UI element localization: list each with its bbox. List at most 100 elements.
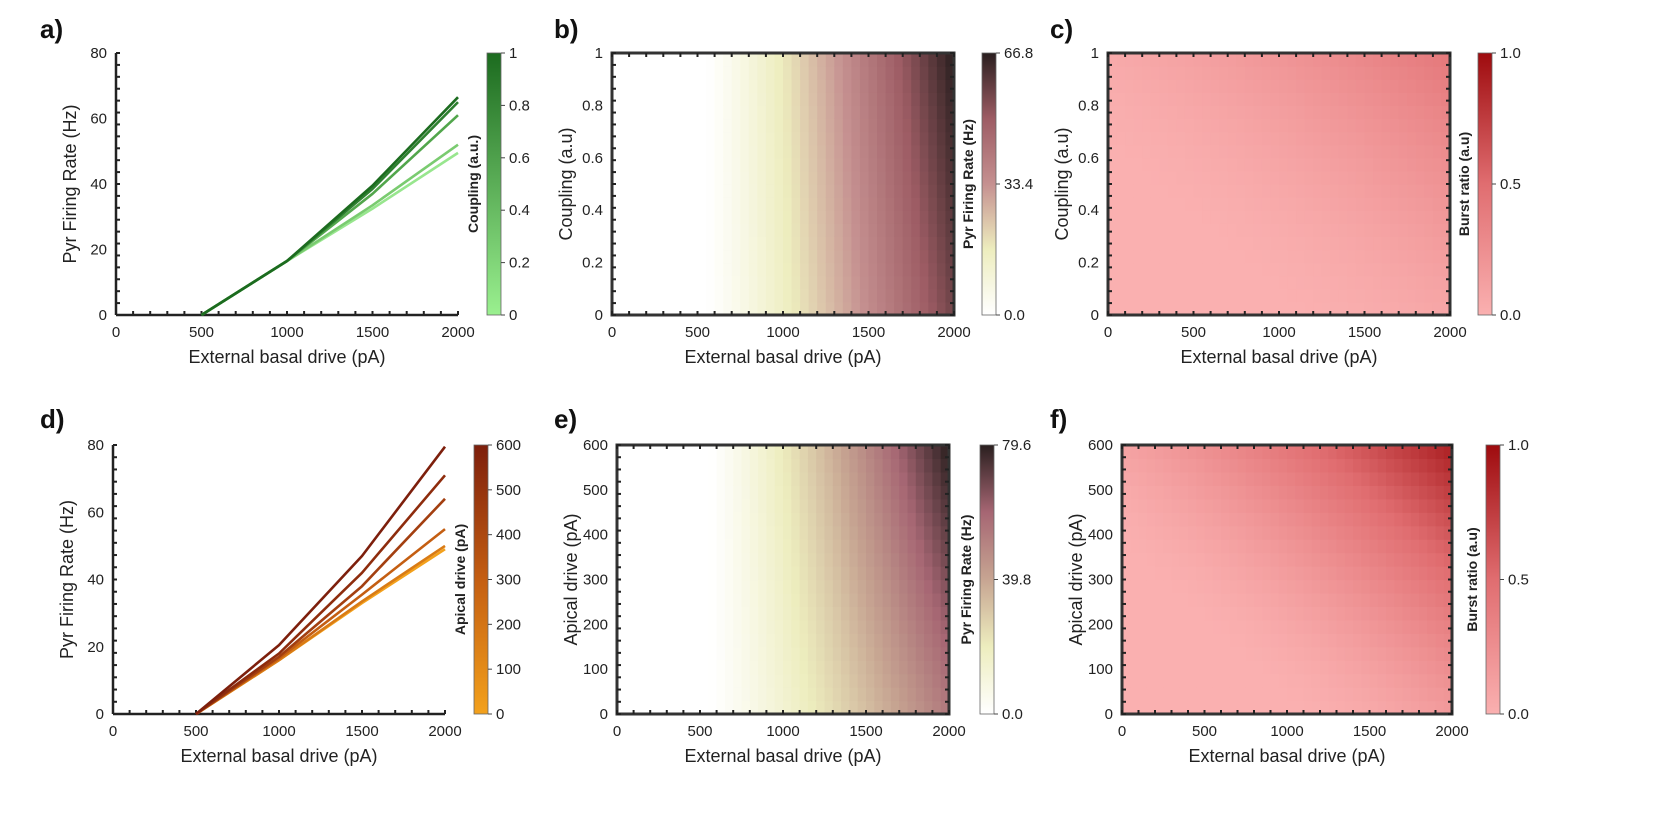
heatmap-cell — [1237, 471, 1247, 486]
heatmap-cell — [1270, 301, 1280, 316]
heatmap-cell — [1236, 105, 1246, 120]
heatmap-cell — [791, 210, 801, 224]
heatmap-cell — [1167, 53, 1177, 67]
heatmap-cell — [808, 157, 818, 172]
heatmap-cell — [675, 471, 684, 486]
heatmap-cell — [680, 223, 690, 237]
heatmap-cell — [675, 619, 684, 634]
heatmap-cell — [1353, 471, 1362, 486]
heatmap-cell — [1330, 236, 1340, 251]
heatmap-cell — [1244, 236, 1254, 251]
heatmap-cell — [633, 592, 643, 607]
heatmap-cell — [911, 118, 921, 133]
y-tick-label: 1 — [595, 45, 603, 62]
heatmap-cell — [1344, 633, 1354, 648]
heatmap-cell — [849, 579, 859, 594]
heatmap-cell — [1253, 170, 1263, 185]
heatmap-cell — [817, 66, 827, 80]
heatmap-cell — [1295, 673, 1305, 688]
heatmap-cell — [1328, 660, 1338, 675]
heatmap-cell — [740, 262, 750, 277]
heatmap-cell — [1125, 105, 1135, 120]
heatmap-cell — [1338, 223, 1348, 237]
heatmap-cell — [1133, 53, 1143, 67]
heatmap-cell — [807, 579, 817, 594]
heatmap-cell — [1245, 539, 1255, 554]
heatmap-cell — [1336, 619, 1346, 634]
heatmap-cell — [832, 498, 842, 513]
heatmap-cell — [658, 646, 668, 661]
heatmap-cell — [1435, 539, 1445, 554]
heatmap-cell — [1361, 579, 1371, 594]
heatmap-cell — [1381, 92, 1391, 106]
heatmap-cell — [633, 512, 643, 527]
heatmap-cell — [1296, 236, 1306, 251]
heatmap-cell — [650, 687, 660, 702]
heatmap-cell — [849, 471, 859, 486]
heatmap-cell — [866, 485, 875, 500]
heatmap-cell — [841, 633, 850, 648]
heatmap-cell — [1122, 498, 1131, 513]
heatmap-cell — [1116, 301, 1126, 316]
heatmap-cell — [629, 53, 639, 67]
heatmap-cell — [899, 525, 909, 540]
heatmap-cell — [700, 566, 709, 581]
heatmap-cell — [936, 118, 947, 133]
heatmap-cell — [1427, 619, 1437, 634]
heatmap-cell — [791, 458, 801, 473]
heatmap-cell — [907, 539, 917, 554]
heatmap-cell — [766, 646, 776, 661]
heatmap-cell — [646, 184, 656, 198]
heatmap-cell — [650, 552, 660, 567]
heatmap-cell — [885, 236, 895, 251]
heatmap-cell — [658, 619, 668, 634]
heatmap-cell — [637, 197, 647, 211]
heatmap-cell — [1146, 566, 1156, 581]
heatmap-cell — [936, 92, 947, 106]
heatmap-cell — [915, 646, 925, 661]
heatmap-cell — [791, 633, 801, 648]
heatmap-cell — [663, 262, 673, 277]
heatmap-cell — [866, 525, 875, 540]
heatmap-cell — [1338, 249, 1348, 264]
heatmap-cell — [1410, 592, 1420, 607]
heatmap-cell — [1163, 633, 1173, 648]
heatmap-cell — [1443, 471, 1453, 486]
heatmap-cell — [766, 498, 776, 513]
heatmap-cell — [874, 485, 884, 500]
heatmap-cell — [882, 700, 892, 715]
heatmap-cell — [932, 445, 942, 460]
heatmap-cell — [1424, 184, 1434, 198]
heatmap-cell — [1435, 471, 1445, 486]
heatmap-cell — [940, 700, 950, 715]
heatmap-cell — [740, 92, 750, 106]
heatmap-cell — [683, 566, 693, 581]
heatmap-cell — [1381, 184, 1391, 198]
heatmap-cell — [620, 144, 630, 159]
heatmap-cell — [1253, 144, 1263, 159]
heatmap-cell — [1313, 301, 1323, 316]
heatmap-cell — [791, 223, 801, 237]
heatmap-cell — [1159, 118, 1169, 133]
heatmap-cell — [1355, 210, 1366, 224]
heatmap-cell — [1279, 236, 1289, 251]
heatmap-cell — [706, 131, 716, 146]
heatmap-cell — [859, 131, 870, 146]
heatmap-cell — [882, 485, 892, 500]
heatmap-cell — [899, 579, 909, 594]
heatmap-cell — [1245, 445, 1255, 460]
heatmap-cell — [1381, 157, 1391, 172]
heatmap-cell — [919, 262, 929, 277]
heatmap-cell — [932, 633, 942, 648]
heatmap-cell — [1270, 131, 1280, 146]
heatmap-cell — [808, 275, 818, 290]
heatmap-cell — [716, 687, 726, 702]
heatmap-cell — [1279, 184, 1289, 198]
heatmap-cell — [758, 525, 767, 540]
heatmap-cell — [1287, 592, 1296, 607]
heatmap-cell — [741, 700, 751, 715]
heatmap-cell — [1146, 485, 1156, 500]
heatmap-cell — [1398, 157, 1408, 172]
heatmap-cell — [1427, 512, 1437, 527]
heatmap-cell — [1146, 512, 1156, 527]
